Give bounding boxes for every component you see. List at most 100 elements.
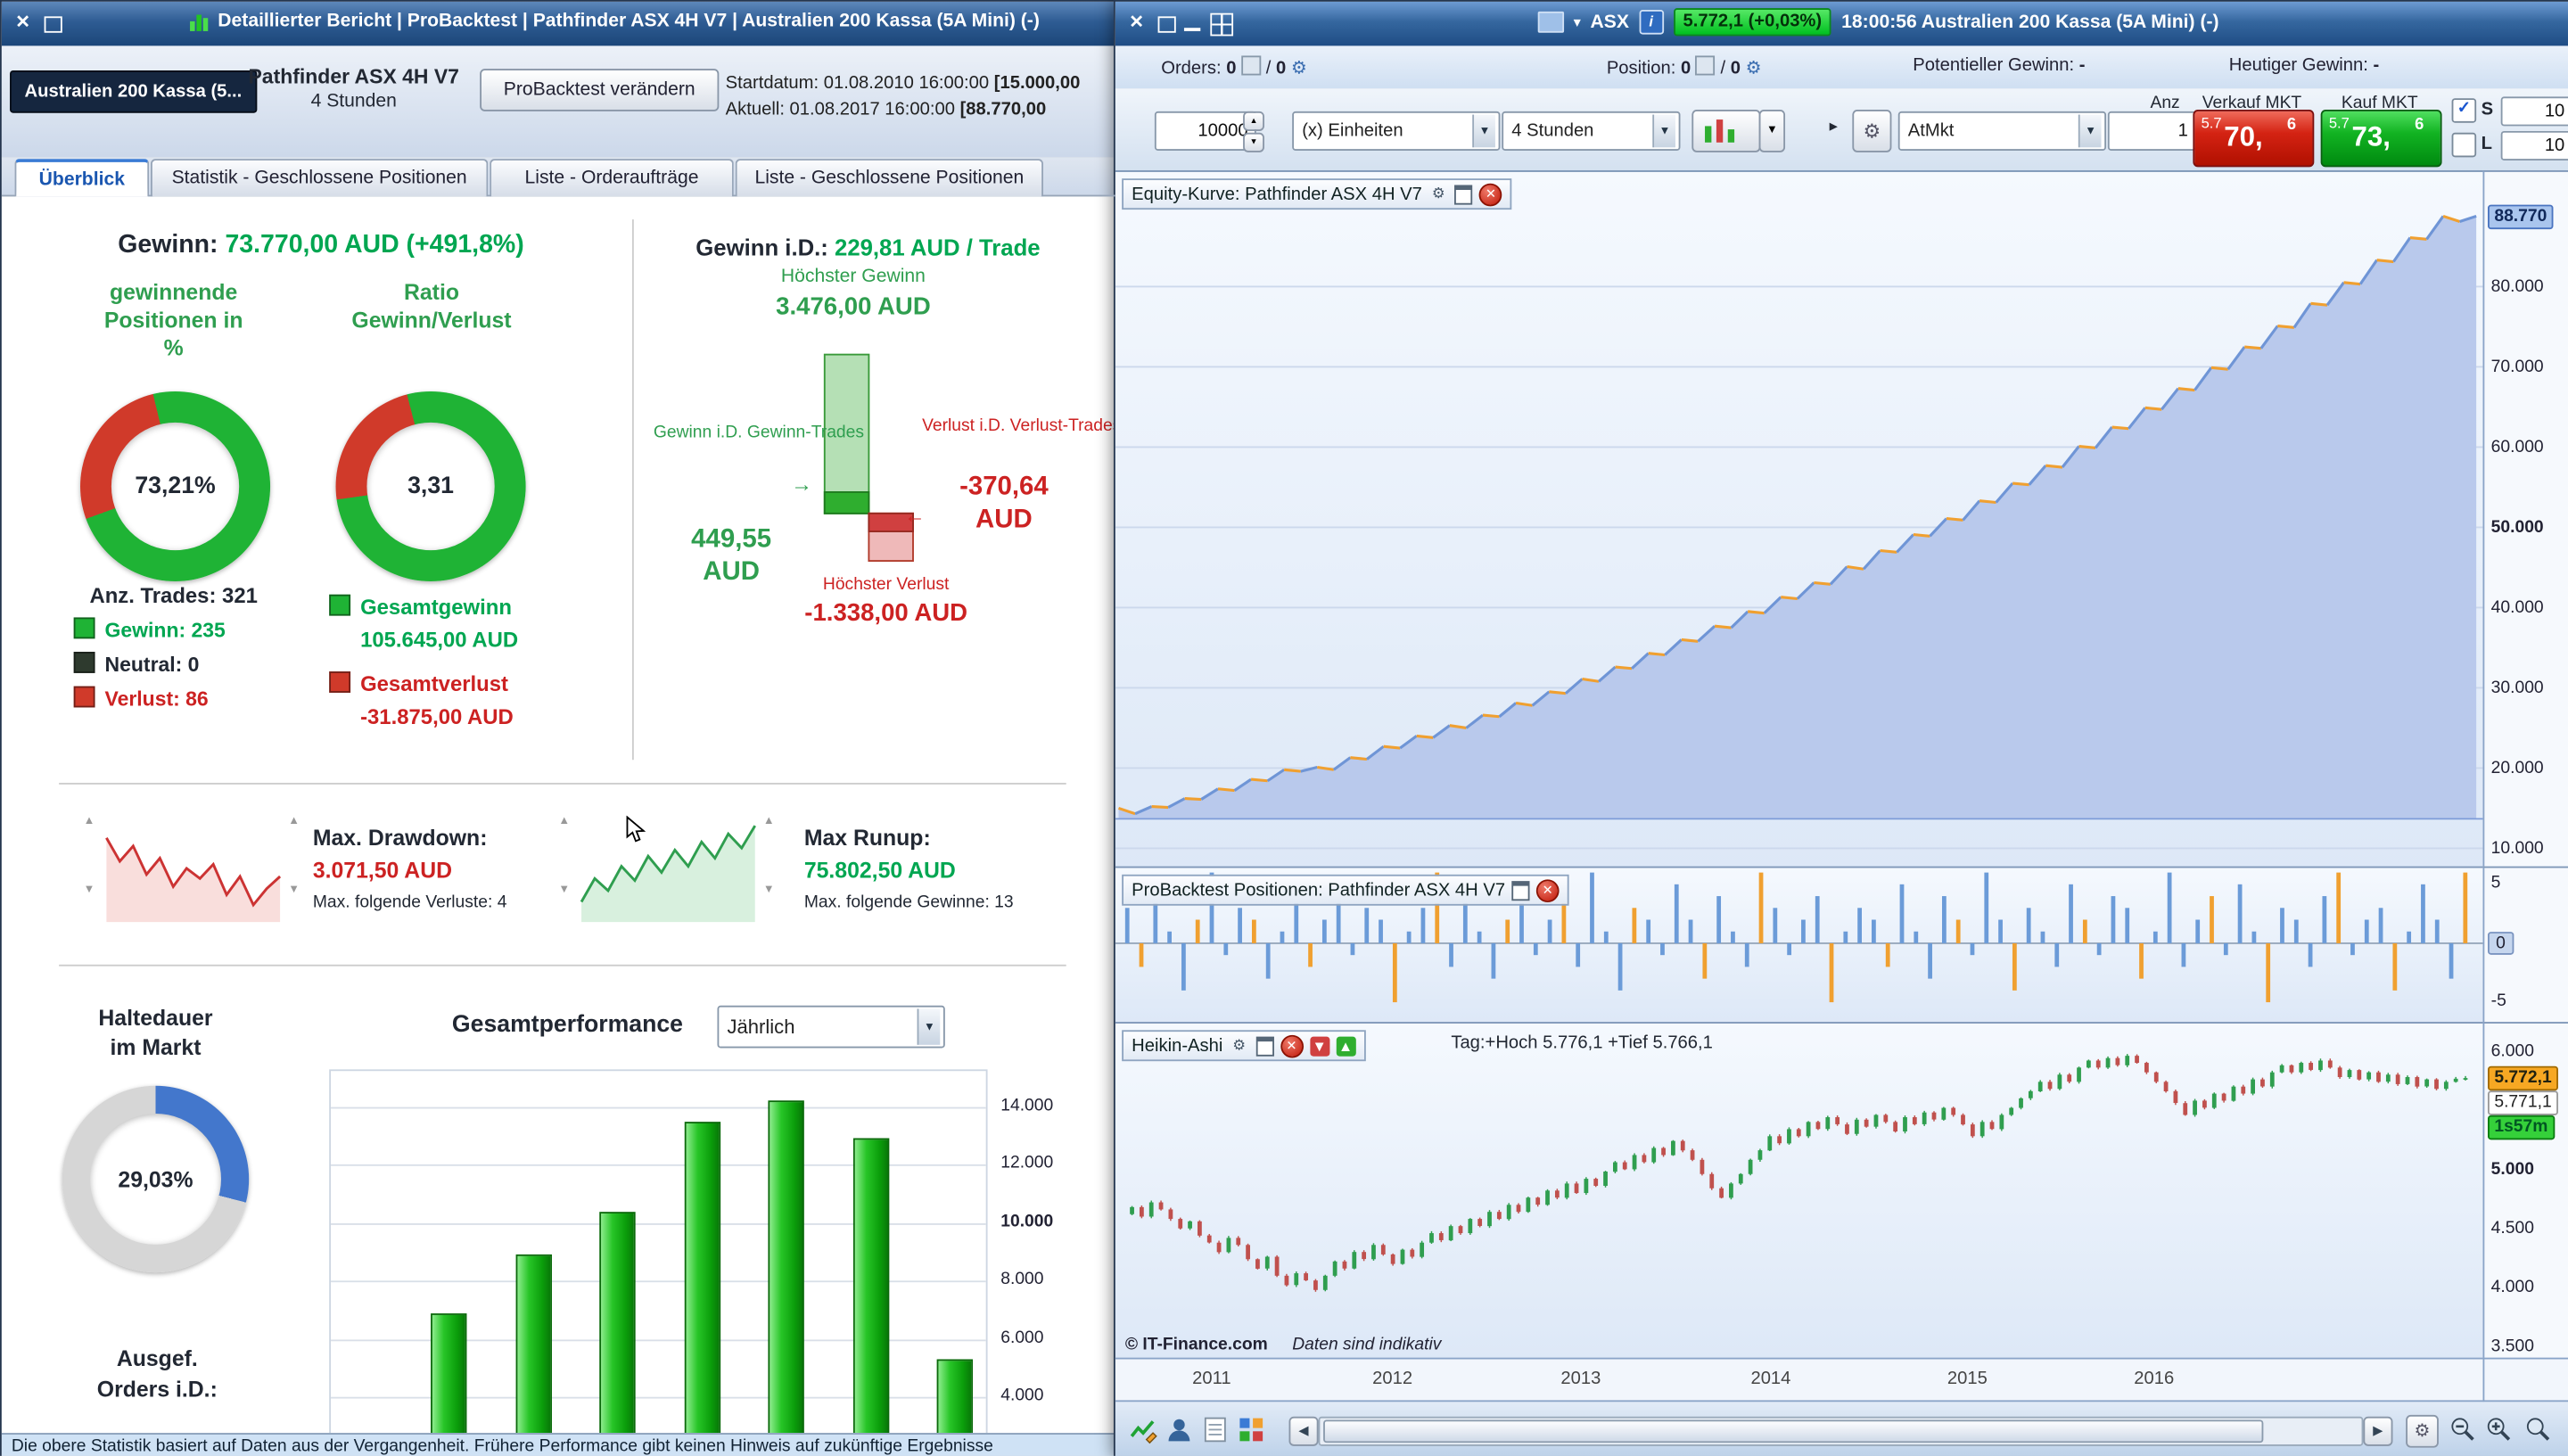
close-panel-icon[interactable]: ✕ [1280,1033,1304,1057]
restore-icon[interactable] [1157,16,1176,33]
close-icon[interactable]: ✕ [1129,12,1145,33]
chevron-down-icon: ▼ [1652,114,1675,148]
grid-view-icon[interactable] [1237,1415,1266,1444]
drawdown-sub: Max. folgende Verluste: 4 [312,893,507,913]
orders-list-icon[interactable] [1241,55,1262,76]
buy-marker-icon[interactable]: ▲ [1336,1035,1356,1056]
stop-checkbox[interactable]: ✓ [2451,98,2477,123]
tab-liste-geschlossene[interactable]: Liste - Geschlossene Positionen [735,159,1043,197]
scrollbar-thumb[interactable] [1323,1419,2264,1444]
year-label: 2012 [1372,1369,1413,1389]
year-label: 2014 [1750,1369,1791,1389]
report-titlebar[interactable]: ✕ Detaillierter Bericht | ProBacktest | … [1,1,1115,48]
range-arrow-up-icon[interactable]: ▲ [83,815,95,827]
unit-select[interactable]: (x) Einheiten ▼ [1292,111,1501,151]
position-settings-icon[interactable]: ⚙ [1745,59,1762,79]
quantity-down-icon[interactable]: ▼ [1243,132,1264,152]
notes-icon[interactable] [1200,1415,1230,1444]
zoom-out-icon[interactable] [2449,1415,2478,1444]
ha-last-price: 5.772,1 [2487,1065,2559,1091]
range-arrow-down-icon[interactable]: ▼ [288,884,300,896]
chart-style-button[interactable] [1691,110,1761,152]
chart-window: ✕ ▾ ASX i 5.772,1 (+0,03%) 18:00:56 Aust… [1113,0,2568,1456]
yearly-performance-bar [768,1101,804,1434]
ha-panel-title: Heikin-Ashi [1132,1035,1223,1056]
scroll-right-icon[interactable]: ▶ [2363,1416,2393,1446]
chart-titlebar[interactable]: ✕ ▾ ASX i 5.772,1 (+0,03%) 18:00:56 Aust… [1115,1,2568,48]
tab-ueberblick[interactable]: Überblick [14,159,150,197]
time-axis: 2011 2012 2013 2014 2015 2016 [1115,1357,2483,1403]
range-arrow-down-icon[interactable]: ▼ [83,884,95,896]
runup-label: Max Runup: [803,825,931,851]
profit-value: 73.770,00 AUD (+491,8%) [225,230,524,259]
chart-style-dropdown-icon[interactable]: ▼ [1758,110,1786,152]
avg-win-caption: Gewinn i.D. Gewinn-Trades [653,422,865,442]
range-arrow-up-icon[interactable]: ▲ [762,815,775,827]
quantity-up-icon[interactable]: ▲ [1243,111,1264,131]
orders-settings-icon[interactable]: ⚙ [1290,59,1308,79]
limit-field[interactable]: 10 [2500,130,2568,160]
chart-scrollbar[interactable] [1318,1416,2364,1446]
modify-backtest-button[interactable]: ProBacktest verändern [480,69,720,111]
ha-prev-price: 5.771,1 [2487,1090,2559,1115]
workspace-grid-icon[interactable] [1210,12,1234,37]
info-icon[interactable]: i [1638,10,1664,35]
maximize-icon[interactable] [1454,184,1473,204]
profit-label: Gewinn: [118,230,218,259]
stop-field[interactable]: 10 [2500,96,2568,127]
close-panel-icon[interactable]: ✕ [1535,878,1560,902]
equity-last-value: 88.770 [2487,204,2554,230]
potential-profit-label: Potentieller Gewinn: [1913,55,2075,76]
loss-legend-swatch [73,686,95,708]
range-arrow-down-icon[interactable]: ▼ [762,884,775,896]
limit-checkbox[interactable] [2451,132,2477,158]
range-arrow-up-icon[interactable]: ▲ [558,815,571,827]
close-panel-icon[interactable]: ✕ [1479,182,1502,206]
minimize-icon[interactable] [1183,28,1201,31]
limit-label: L [2481,134,2493,154]
chart-settings-icon[interactable]: ⚙ [2406,1414,2439,1448]
zoom-reset-icon[interactable] [2523,1415,2553,1444]
tab-liste-orderauftraege[interactable]: Liste - Orderaufträge [490,159,734,197]
buy-mkt-button[interactable]: 5.7 73, 6 [2320,110,2442,168]
sell-marker-icon[interactable]: ▼ [1309,1035,1329,1056]
tab-statistik[interactable]: Statistik - Geschlossene Positionen [150,159,489,197]
sell-mkt-button[interactable]: 5.7 70, 6 [2193,110,2315,168]
user-icon[interactable] [1165,1415,1194,1444]
yearly-performance-bar [599,1211,636,1434]
symbol-label[interactable]: ASX [1590,12,1629,32]
range-arrow-up-icon[interactable]: ▲ [288,815,300,827]
timeframe-select[interactable]: 4 Stunden ▼ [1502,111,1681,151]
avg-loss-caption: Verlust i.D. Verlust-Trades [922,415,1115,436]
avg-trade-label: Gewinn i.D.: [696,234,828,261]
yearly-performance-bar [683,1121,720,1434]
chevron-down-icon[interactable]: ▾ [1574,14,1581,30]
collapse-icon[interactable]: ▸ [1829,118,1838,136]
position-list-icon[interactable] [1695,55,1716,76]
overview-content: Gewinn: 73.770,00 AUD (+491,8%) Gewinn i… [1,196,1115,1434]
quantity-field[interactable]: 10000 [1154,111,1256,151]
restore-icon[interactable] [44,16,62,33]
avg-win-bar [823,491,870,514]
close-icon[interactable]: ✕ [15,12,31,33]
order-type-select[interactable]: AtMkt ▼ [1897,111,2107,151]
wrench-icon[interactable]: ⚙ [1232,1036,1247,1054]
maximize-icon[interactable] [1255,1035,1274,1056]
zoom-in-icon[interactable] [2484,1415,2514,1444]
summary-row: Orders: 0 / 0 ⚙ Position: 0 / 0 ⚙ Potent… [1115,45,2568,91]
yearly-performance-bar [852,1139,889,1434]
order-settings-icon[interactable]: ⚙ [1852,110,1892,152]
today-profit-value: - [2373,55,2380,76]
avg-win-arrow-icon: → [791,471,813,497]
amount-field[interactable]: 1 [2107,111,2197,151]
maximize-icon[interactable] [1511,880,1530,901]
current-date-value: 01.08.2017 16:00:00 [789,100,955,120]
performance-period-select[interactable]: Jährlich ▼ [717,1005,945,1049]
range-arrow-down-icon[interactable]: ▼ [558,884,571,896]
scroll-left-icon[interactable]: ◀ [1288,1416,1319,1446]
wrench-icon[interactable]: ⚙ [1431,185,1445,202]
draw-tool-icon[interactable] [1129,1415,1158,1444]
monitor-icon [1537,11,1565,33]
sell-mkt-label: Verkauf MKT [2202,93,2302,113]
